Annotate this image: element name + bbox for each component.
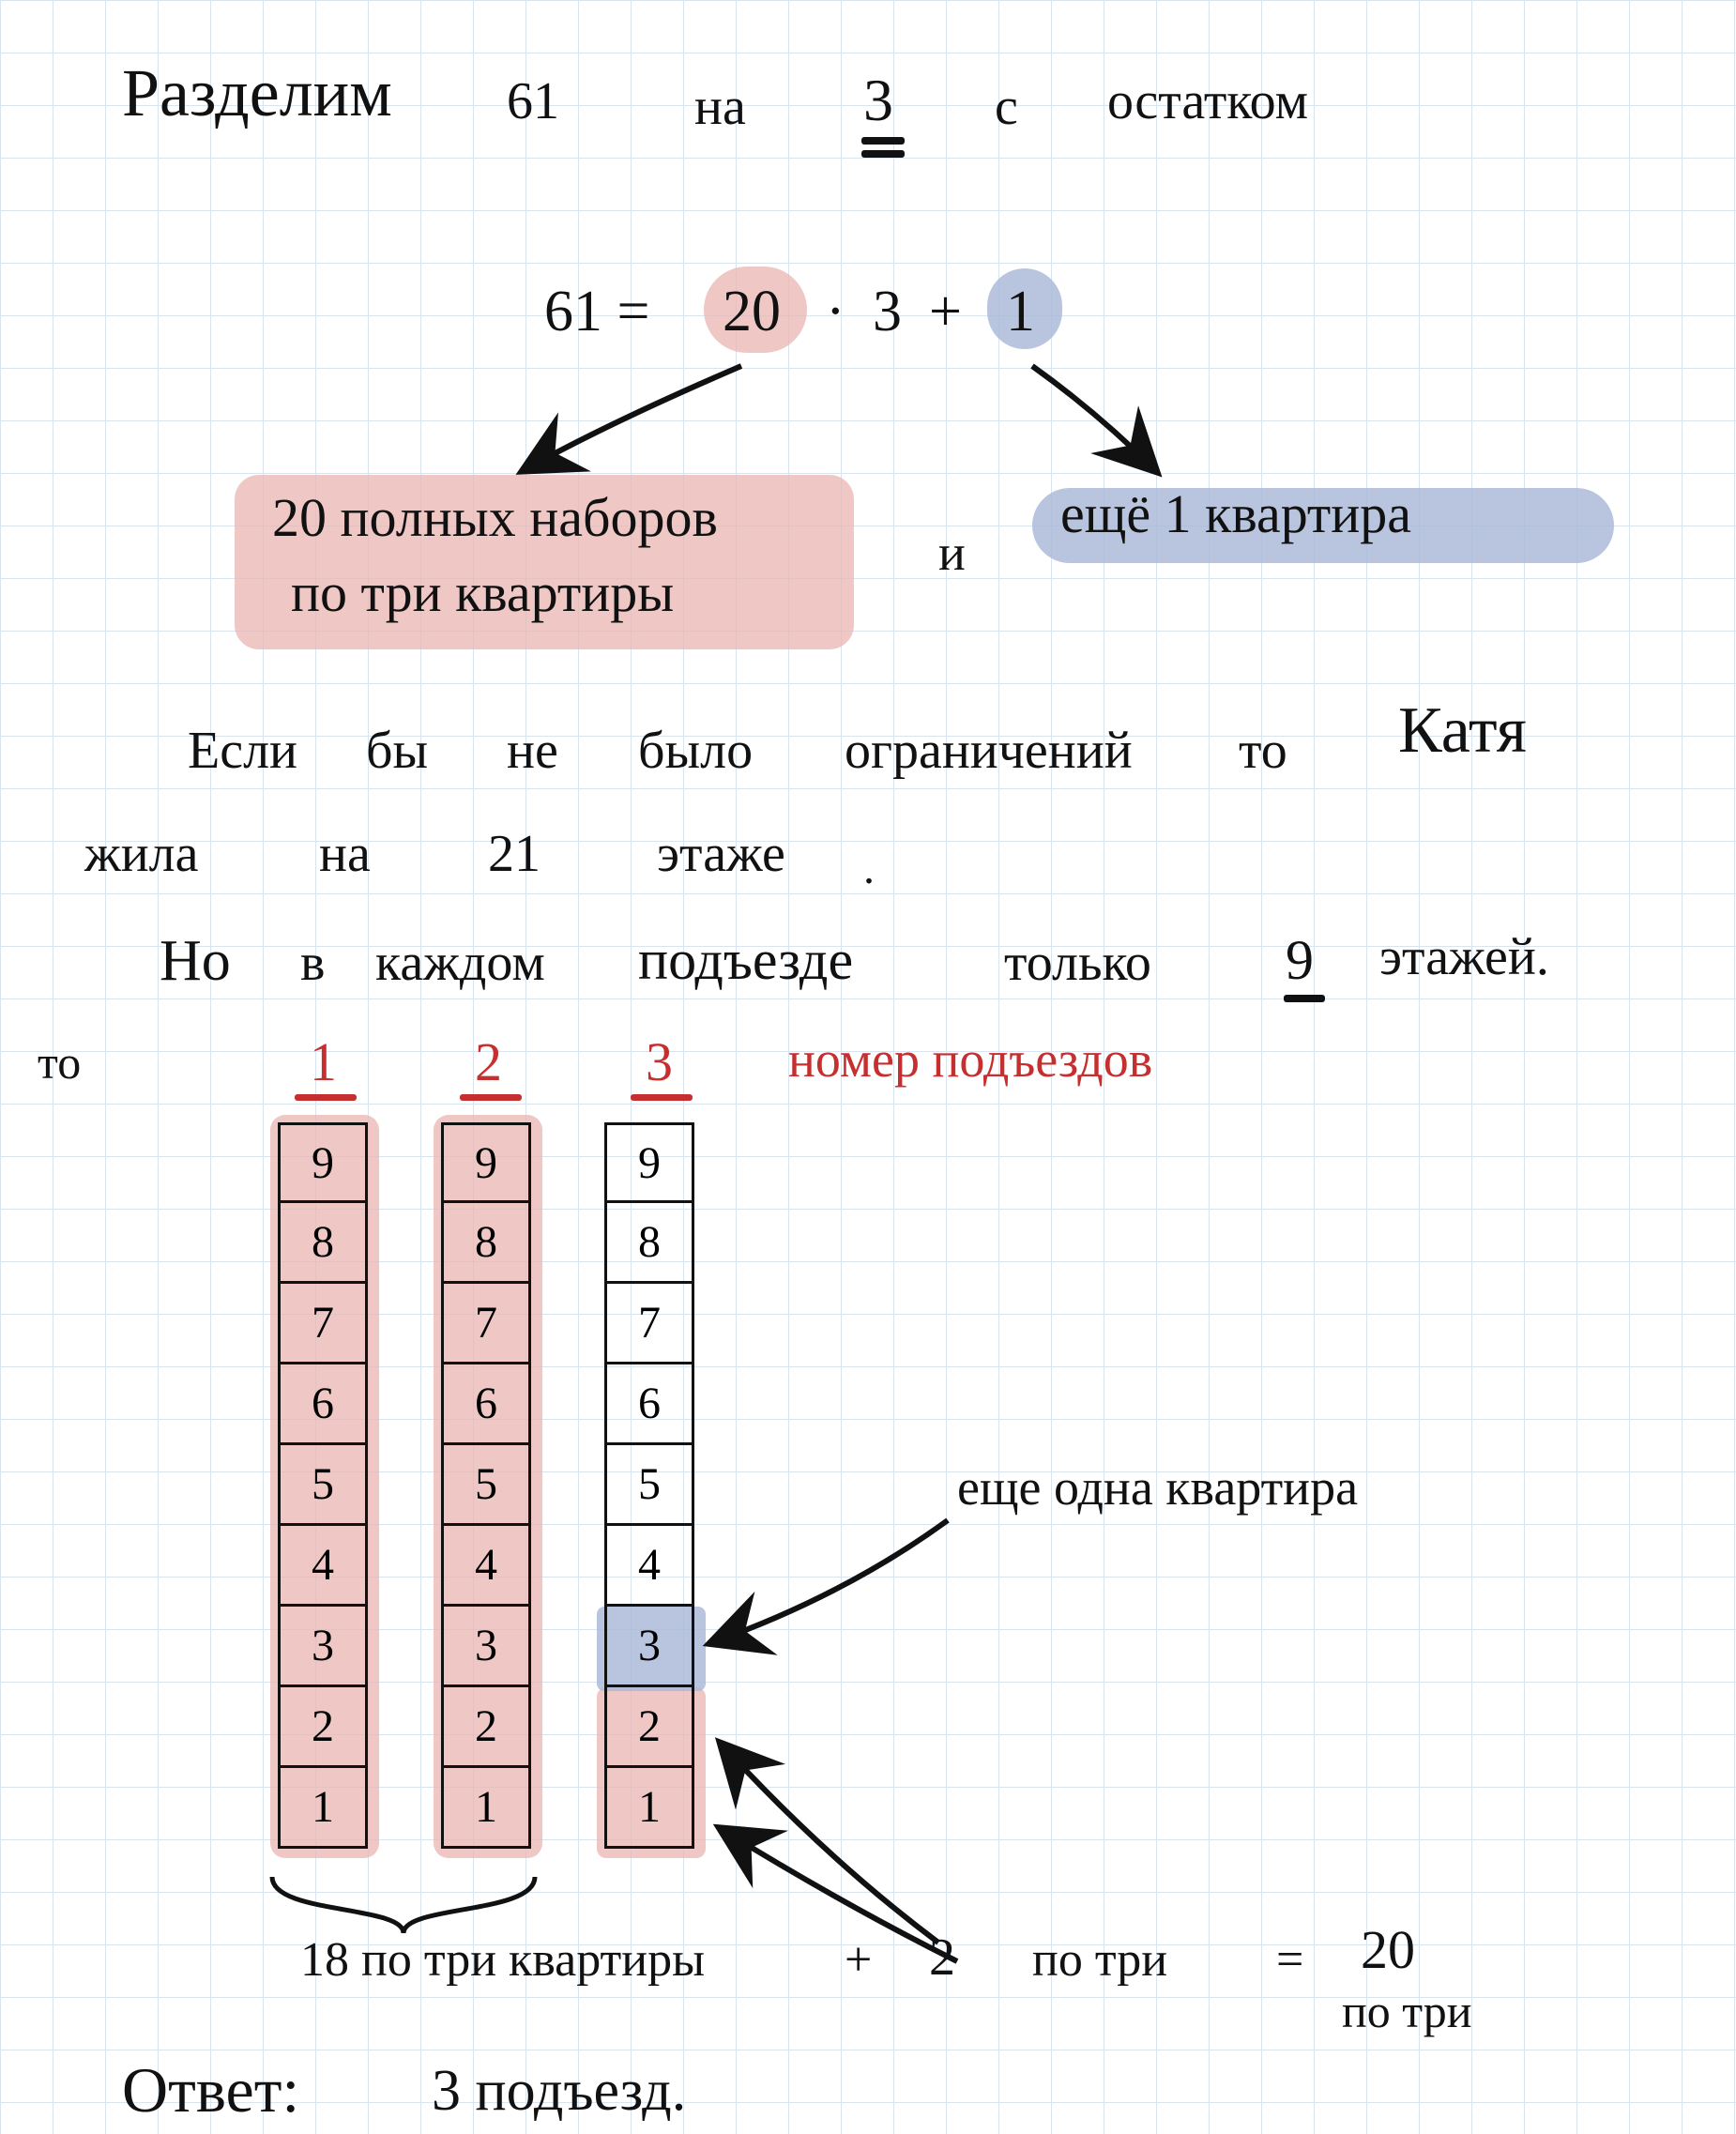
floor-cell: 5 [441,1445,531,1526]
text-word: ограничений [845,723,1133,781]
remainder-box-text: ещё 1 квартира [1060,484,1411,544]
equation-q: 20 [723,280,781,343]
equation-r: 1 [1006,280,1035,343]
floor-cell: 8 [604,1203,694,1284]
floor-cell: 4 [441,1526,531,1607]
title-word: с [995,79,1018,137]
floor-cell: 7 [278,1284,368,1364]
floor-cell: 7 [604,1284,694,1364]
column-label: 3 [646,1032,673,1092]
columns-caption: номер подъездов [788,1032,1152,1088]
sum-part-b: 2 [929,1929,955,1988]
answer-label: Ответ: [122,2055,299,2126]
text-word: подъезде [638,929,853,991]
text-word: 9 [1286,929,1314,991]
equation-d: 3 [873,280,902,343]
floor-cell: 3 [278,1607,368,1687]
text-word: не [507,723,558,781]
quotient-box-line2: по три квартиры [291,563,674,623]
floor-cell: 9 [278,1122,368,1203]
floor-cell: 1 [278,1768,368,1849]
text-word: этаже [657,826,785,884]
emphasis-underline [1284,995,1325,1002]
emphasis-underline [861,137,905,145]
floor-cell: 3 [441,1607,531,1687]
equation-plus: + [929,280,962,343]
quotient-box-line1: 20 полных наборов [272,488,718,548]
title-word: 3 [863,68,893,133]
floor-cell: 1 [441,1768,531,1849]
stray-word: то [38,1037,81,1089]
title-word: остатком [1107,73,1308,131]
floor-cell: 4 [604,1526,694,1607]
column-underline [460,1094,522,1101]
floor-cell: 9 [604,1122,694,1203]
sum-part-a: 18 по три квартиры [300,1933,705,1987]
text-word: в [300,935,325,993]
floor-cell: 5 [278,1445,368,1526]
sum-result-1: 20 [1361,1920,1415,1980]
joiner-word: и [938,526,966,581]
text-word: бы [366,723,428,781]
floor-cell: 1 [604,1768,694,1849]
annotation-extra-apt: еще одна квартира [957,1460,1358,1516]
sum-eq: = [1276,1933,1303,1987]
equation-dot: · [826,280,845,343]
floor-cell: 6 [441,1364,531,1445]
text-word: этажей. [1379,929,1549,987]
column-underline [295,1094,357,1101]
floor-cell: 7 [441,1284,531,1364]
text-word: было [638,723,753,781]
sum-plus: + [845,1933,872,1987]
floor-cell: 2 [604,1687,694,1768]
text-word: . [863,845,875,894]
text-word: только [1004,935,1151,993]
building-column-3: 9 8 7 6 5 4 3 2 1 [604,1122,694,1849]
text-word: Если [188,723,297,781]
floor-cell: 2 [278,1687,368,1768]
title-word: на [694,79,746,137]
sum-part-c: по три [1032,1933,1167,1987]
title-word: 61 [507,73,559,131]
text-word: каждом [375,935,545,993]
building-column-2: 9 8 7 6 5 4 3 2 1 [441,1122,531,1849]
text-word: Но [160,929,231,993]
text-word: жила [84,826,198,884]
sum-result-2: по три [1342,1986,1471,2037]
column-underline [631,1094,693,1101]
floor-cell: 4 [278,1526,368,1607]
floor-cell: 3 [604,1607,694,1687]
column-label: 2 [475,1032,502,1092]
text-word: на [319,826,371,884]
floor-cell: 8 [278,1203,368,1284]
equation-lhs: 61 = [544,280,649,343]
text-word: 21 [488,826,541,884]
floor-cell: 6 [604,1364,694,1445]
title-word: Разделим [122,56,392,130]
emphasis-underline [861,150,905,158]
floor-cell: 9 [441,1122,531,1203]
floor-cell: 2 [441,1687,531,1768]
answer-value: 3 подъезд. [432,2059,686,2123]
floor-cell: 5 [604,1445,694,1526]
column-label: 1 [310,1032,337,1092]
building-column-1: 9 8 7 6 5 4 3 2 1 [278,1122,368,1849]
floor-cell: 8 [441,1203,531,1284]
text-word: Катя [1398,694,1527,767]
text-word: то [1239,723,1287,781]
floor-cell: 6 [278,1364,368,1445]
